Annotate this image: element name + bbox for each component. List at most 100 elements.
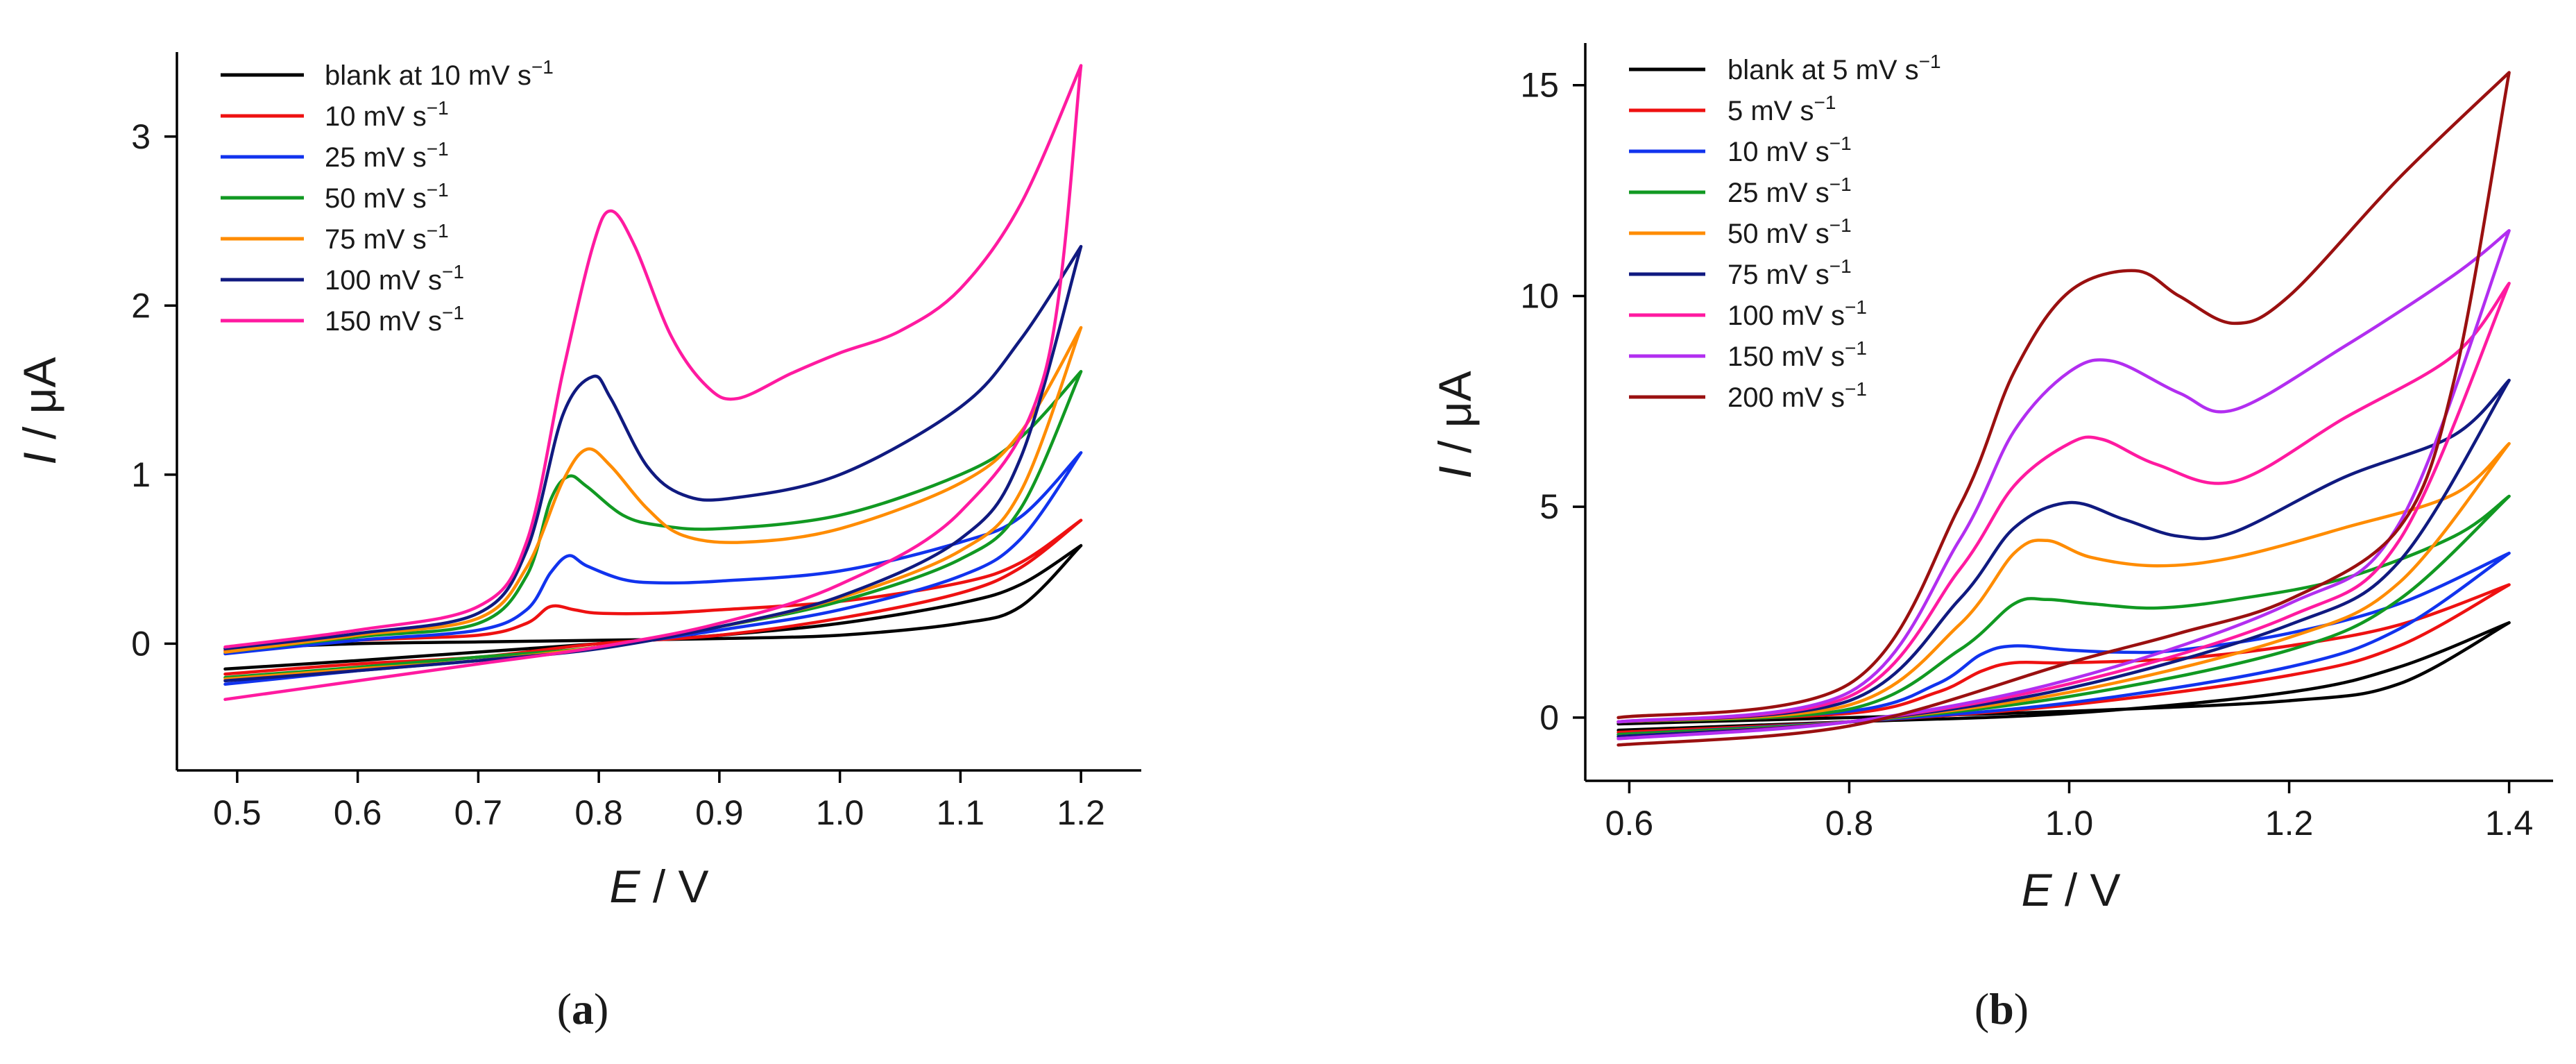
y-axis-unit: μA <box>1429 371 1481 428</box>
panel-label-close: ) <box>594 984 608 1033</box>
legend: blank at 10 mV s−110 mV s−125 mV s−150 m… <box>221 56 554 337</box>
legend-label: blank at 5 mV s−1 <box>1728 51 1941 85</box>
panel-label-a: (a) <box>557 984 609 1033</box>
legend-label-main: 75 mV s <box>325 224 427 255</box>
y-axis-symbol: I <box>1429 466 1481 478</box>
legend-label: 150 mV s−1 <box>325 302 464 337</box>
legend-label-sup: −1 <box>427 179 449 201</box>
y-tick-label: 0 <box>1539 698 1559 737</box>
series-line-6 <box>223 244 1083 683</box>
x-axis-ticks: 0.6 0.8 1.0 1.2 1.4 <box>1605 781 2534 843</box>
x-tick-label: 0.7 <box>454 793 503 832</box>
legend-label-main: 25 mV s <box>1728 178 1829 208</box>
series-line-8 <box>1617 229 2511 741</box>
legend-label: 5 mV s−1 <box>1728 92 1836 126</box>
panel-label-open: ( <box>1974 984 1989 1033</box>
x-axis-unit: V <box>679 861 709 912</box>
y-tick-label: 0 <box>131 624 151 663</box>
x-axis-ticks: 0.5 0.6 0.7 0.8 0.9 1.0 1.1 1.2 <box>213 770 1105 832</box>
x-tick-label: 0.5 <box>213 793 262 832</box>
legend-label-main: 10 mV s <box>1728 137 1829 167</box>
series-line-6 <box>1617 378 2511 738</box>
y-axis-ticks: 0 1 2 3 <box>131 117 177 663</box>
legend-label: 25 mV s−1 <box>1728 174 1852 208</box>
curves-group <box>1617 71 2511 747</box>
legend-label: 10 mV s−1 <box>1728 133 1852 167</box>
legend-label-main: 5 mV s <box>1728 96 1814 126</box>
x-tick-label: 1.1 <box>937 793 985 832</box>
chart-panel-a: 0.5 0.6 0.7 0.8 0.9 1.0 1.1 1.2 0 1 2 3 E / V I / … <box>14 52 1141 1033</box>
y-axis-label: I / μA <box>1429 371 1481 478</box>
y-tick-label: 15 <box>1520 66 1559 105</box>
legend-label: 200 mV s−1 <box>1728 378 1867 413</box>
legend-label-sup: −1 <box>1919 51 1941 72</box>
legend-label: blank at 10 mV s−1 <box>325 56 554 91</box>
x-tick-label: 1.0 <box>816 793 864 832</box>
x-tick-label: 0.8 <box>574 793 623 832</box>
legend-label-main: 150 mV s <box>1728 341 1845 372</box>
x-tick-label: 0.8 <box>1825 804 1874 843</box>
y-axis-separator: / <box>14 414 65 452</box>
legend-label-sup: −1 <box>427 97 449 119</box>
legend-label: 25 mV s−1 <box>325 138 449 173</box>
chart-panel-b: 0.6 0.8 1.0 1.2 1.4 0 5 10 15 E / V I / μA blan… <box>1429 43 2553 1033</box>
legend-label-sup: −1 <box>427 220 449 242</box>
legend-label: 75 mV s−1 <box>1728 255 1852 290</box>
panel-label-close: ) <box>2014 984 2029 1033</box>
y-axis-unit: μA <box>14 357 65 414</box>
y-tick-label: 10 <box>1520 276 1559 315</box>
y-axis-ticks: 0 5 10 15 <box>1520 66 1585 737</box>
y-axis-separator: / <box>1429 428 1481 466</box>
series-line-3 <box>1617 551 2511 736</box>
legend-label: 100 mV s−1 <box>1728 296 1867 331</box>
legend-label-main: blank at 10 mV s <box>325 60 531 91</box>
y-tick-label: 5 <box>1539 487 1559 526</box>
legend-label: 10 mV s−1 <box>325 97 449 132</box>
panel-label-letter: a <box>572 984 594 1033</box>
curves-group <box>223 64 1083 701</box>
legend-label-main: 10 mV s <box>325 101 427 132</box>
legend-label: 100 mV s−1 <box>325 261 464 296</box>
x-axis-separator: / <box>2052 864 2090 915</box>
x-axis-unit: V <box>2090 864 2121 915</box>
legend-label-main: 75 mV s <box>1728 260 1829 290</box>
panel-label-letter: b <box>1989 984 2014 1033</box>
legend-label-sup: −1 <box>1845 378 1867 400</box>
legend-label-main: 100 mV s <box>325 265 442 296</box>
legend-label-sup: −1 <box>1829 174 1852 195</box>
legend-label-sup: −1 <box>531 56 554 78</box>
series-line-5 <box>1617 441 2511 738</box>
legend-label-main: 50 mV s <box>325 183 427 214</box>
legend-label-sup: −1 <box>1814 92 1836 113</box>
series-line-1 <box>223 543 1083 671</box>
legend-label-sup: −1 <box>442 302 464 323</box>
legend-label-sup: −1 <box>427 138 449 160</box>
legend-label-main: 100 mV s <box>1728 301 1845 331</box>
y-tick-label: 3 <box>131 117 151 156</box>
x-axis-label: E / V <box>2021 864 2120 915</box>
legend-label: 150 mV s−1 <box>1728 337 1867 372</box>
legend-label-sup: −1 <box>442 261 464 282</box>
legend-label-main: 150 mV s <box>325 306 442 337</box>
x-axis-label: E / V <box>609 861 708 912</box>
y-axis-label: I / μA <box>14 357 65 464</box>
legend-label-main: 25 mV s <box>325 142 427 173</box>
legend-label: 50 mV s−1 <box>1728 214 1852 249</box>
panel-label-open: ( <box>557 984 572 1033</box>
x-tick-label: 1.2 <box>2265 804 2314 843</box>
series-line-9 <box>1617 71 2511 747</box>
x-tick-label: 0.6 <box>334 793 382 832</box>
x-tick-label: 1.2 <box>1057 793 1105 832</box>
legend-label: 75 mV s−1 <box>325 220 449 255</box>
legend-label-sup: −1 <box>1829 255 1852 277</box>
x-axis-symbol: E <box>609 861 640 912</box>
series-line-7 <box>223 64 1083 701</box>
panel-label-b: (b) <box>1974 984 2029 1033</box>
x-tick-label: 1.4 <box>2485 804 2534 843</box>
x-tick-label: 0.9 <box>695 793 744 832</box>
series-line-2 <box>223 518 1083 676</box>
legend-label-main: 50 mV s <box>1728 219 1829 249</box>
x-axis-separator: / <box>640 861 678 912</box>
legend: blank at 5 mV s−15 mV s−110 mV s−125 mV … <box>1629 51 1941 413</box>
